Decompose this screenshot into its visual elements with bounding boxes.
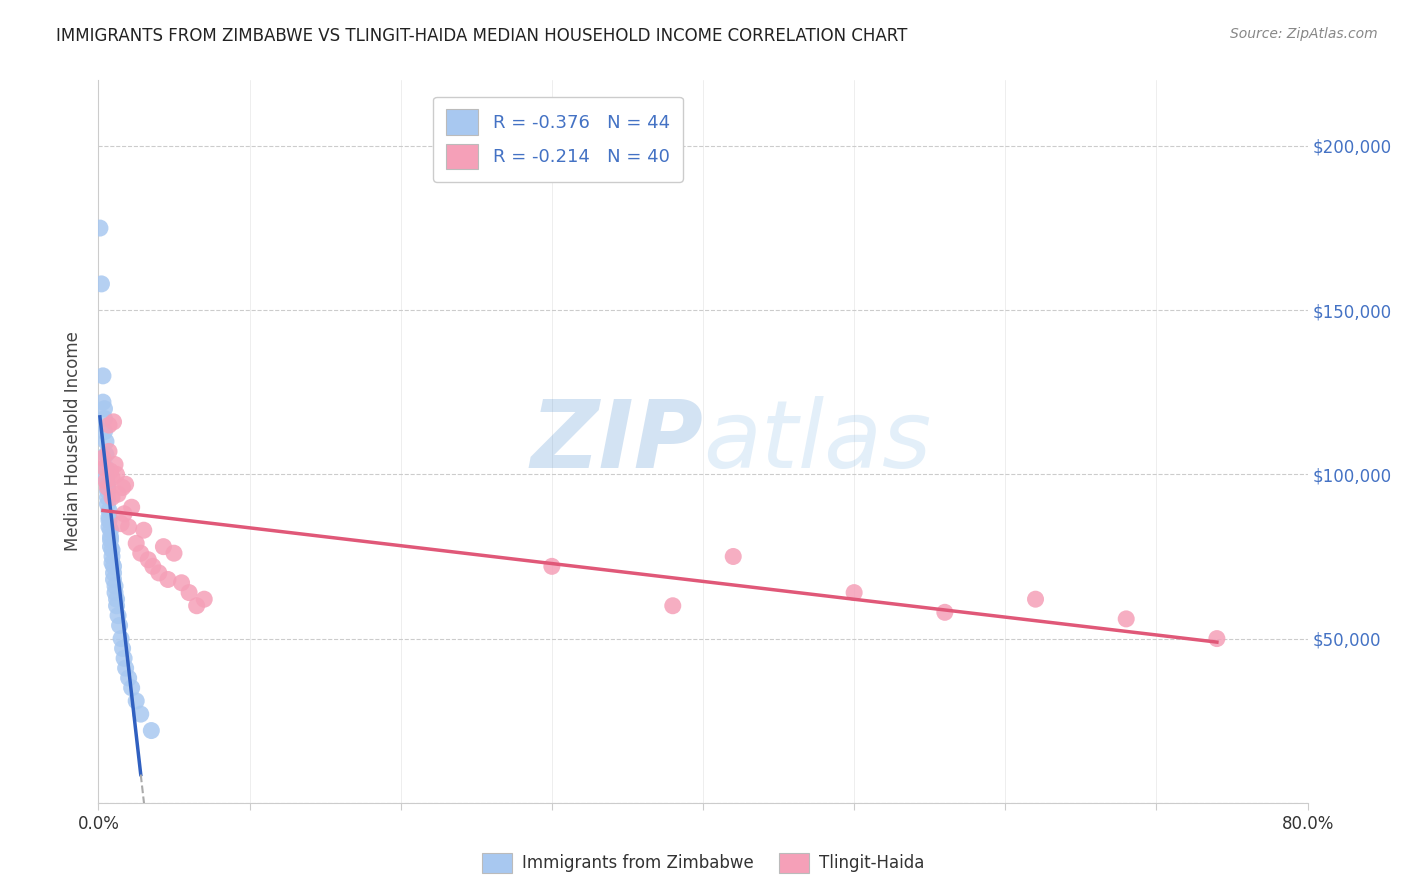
Point <box>91 450 114 465</box>
Point <box>104 458 127 472</box>
Point <box>844 585 866 599</box>
Point <box>98 513 121 527</box>
Point <box>90 277 112 291</box>
Point <box>152 540 174 554</box>
Point <box>136 553 159 567</box>
Point <box>110 516 132 531</box>
Point <box>94 460 117 475</box>
Y-axis label: Median Household Income: Median Household Income <box>65 332 83 551</box>
Point <box>661 599 683 613</box>
Point <box>111 481 134 495</box>
Point <box>108 618 131 632</box>
Point <box>101 471 124 485</box>
Point <box>96 481 118 495</box>
Text: IMMIGRANTS FROM ZIMBABWE VS TLINGIT-HAIDA MEDIAN HOUSEHOLD INCOME CORRELATION CH: IMMIGRANTS FROM ZIMBABWE VS TLINGIT-HAID… <box>56 27 908 45</box>
Point <box>94 471 117 485</box>
Point <box>179 585 201 599</box>
Point <box>101 556 124 570</box>
Point <box>540 559 562 574</box>
Point <box>93 411 115 425</box>
Point <box>98 510 121 524</box>
Point <box>105 592 128 607</box>
Point <box>105 467 128 482</box>
Point <box>111 641 134 656</box>
Point <box>100 523 122 537</box>
Point <box>186 599 208 613</box>
Point <box>93 401 115 416</box>
Text: atlas: atlas <box>703 396 931 487</box>
Point <box>114 661 136 675</box>
Text: Source: ZipAtlas.com: Source: ZipAtlas.com <box>1230 27 1378 41</box>
Point <box>91 395 114 409</box>
Point <box>98 444 121 458</box>
Point <box>112 507 135 521</box>
Point <box>110 632 132 646</box>
Point <box>101 491 124 505</box>
Point <box>121 500 143 515</box>
Point <box>94 474 117 488</box>
Point <box>103 566 125 580</box>
Point <box>101 549 124 564</box>
Point <box>103 415 125 429</box>
Point <box>104 585 127 599</box>
Point <box>93 425 115 439</box>
Point <box>104 579 127 593</box>
Legend: Immigrants from Zimbabwe, Tlingit-Haida: Immigrants from Zimbabwe, Tlingit-Haida <box>475 847 931 880</box>
Point <box>125 694 148 708</box>
Point <box>170 575 193 590</box>
Point <box>723 549 745 564</box>
Point <box>1115 612 1137 626</box>
Point <box>125 536 148 550</box>
Point <box>114 477 136 491</box>
Point <box>100 533 122 547</box>
Point <box>163 546 186 560</box>
Point <box>94 448 117 462</box>
Point <box>142 559 165 574</box>
Point <box>96 477 118 491</box>
Point <box>100 530 122 544</box>
Point <box>105 599 128 613</box>
Point <box>103 573 125 587</box>
Point <box>107 487 129 501</box>
Point <box>101 542 124 557</box>
Point <box>129 546 152 560</box>
Point <box>112 651 135 665</box>
Point <box>98 503 121 517</box>
Point <box>100 540 122 554</box>
Point <box>118 520 141 534</box>
Point <box>132 523 155 537</box>
Point <box>96 491 118 505</box>
Point <box>96 483 118 498</box>
Point <box>98 418 121 433</box>
Point <box>934 605 956 619</box>
Point <box>94 434 117 449</box>
Point <box>100 464 122 478</box>
Point <box>141 723 163 738</box>
Point <box>107 608 129 623</box>
Point <box>93 460 115 475</box>
Point <box>148 566 170 580</box>
Point <box>118 671 141 685</box>
Point <box>98 520 121 534</box>
Point <box>1206 632 1229 646</box>
Point <box>121 681 143 695</box>
Point <box>156 573 179 587</box>
Point <box>91 368 114 383</box>
Point <box>89 221 111 235</box>
Point <box>193 592 215 607</box>
Point <box>103 559 125 574</box>
Text: ZIP: ZIP <box>530 395 703 488</box>
Legend: R = -0.376   N = 44, R = -0.214   N = 40: R = -0.376 N = 44, R = -0.214 N = 40 <box>433 96 682 182</box>
Point <box>1024 592 1046 607</box>
Point <box>129 707 152 722</box>
Point <box>96 497 118 511</box>
